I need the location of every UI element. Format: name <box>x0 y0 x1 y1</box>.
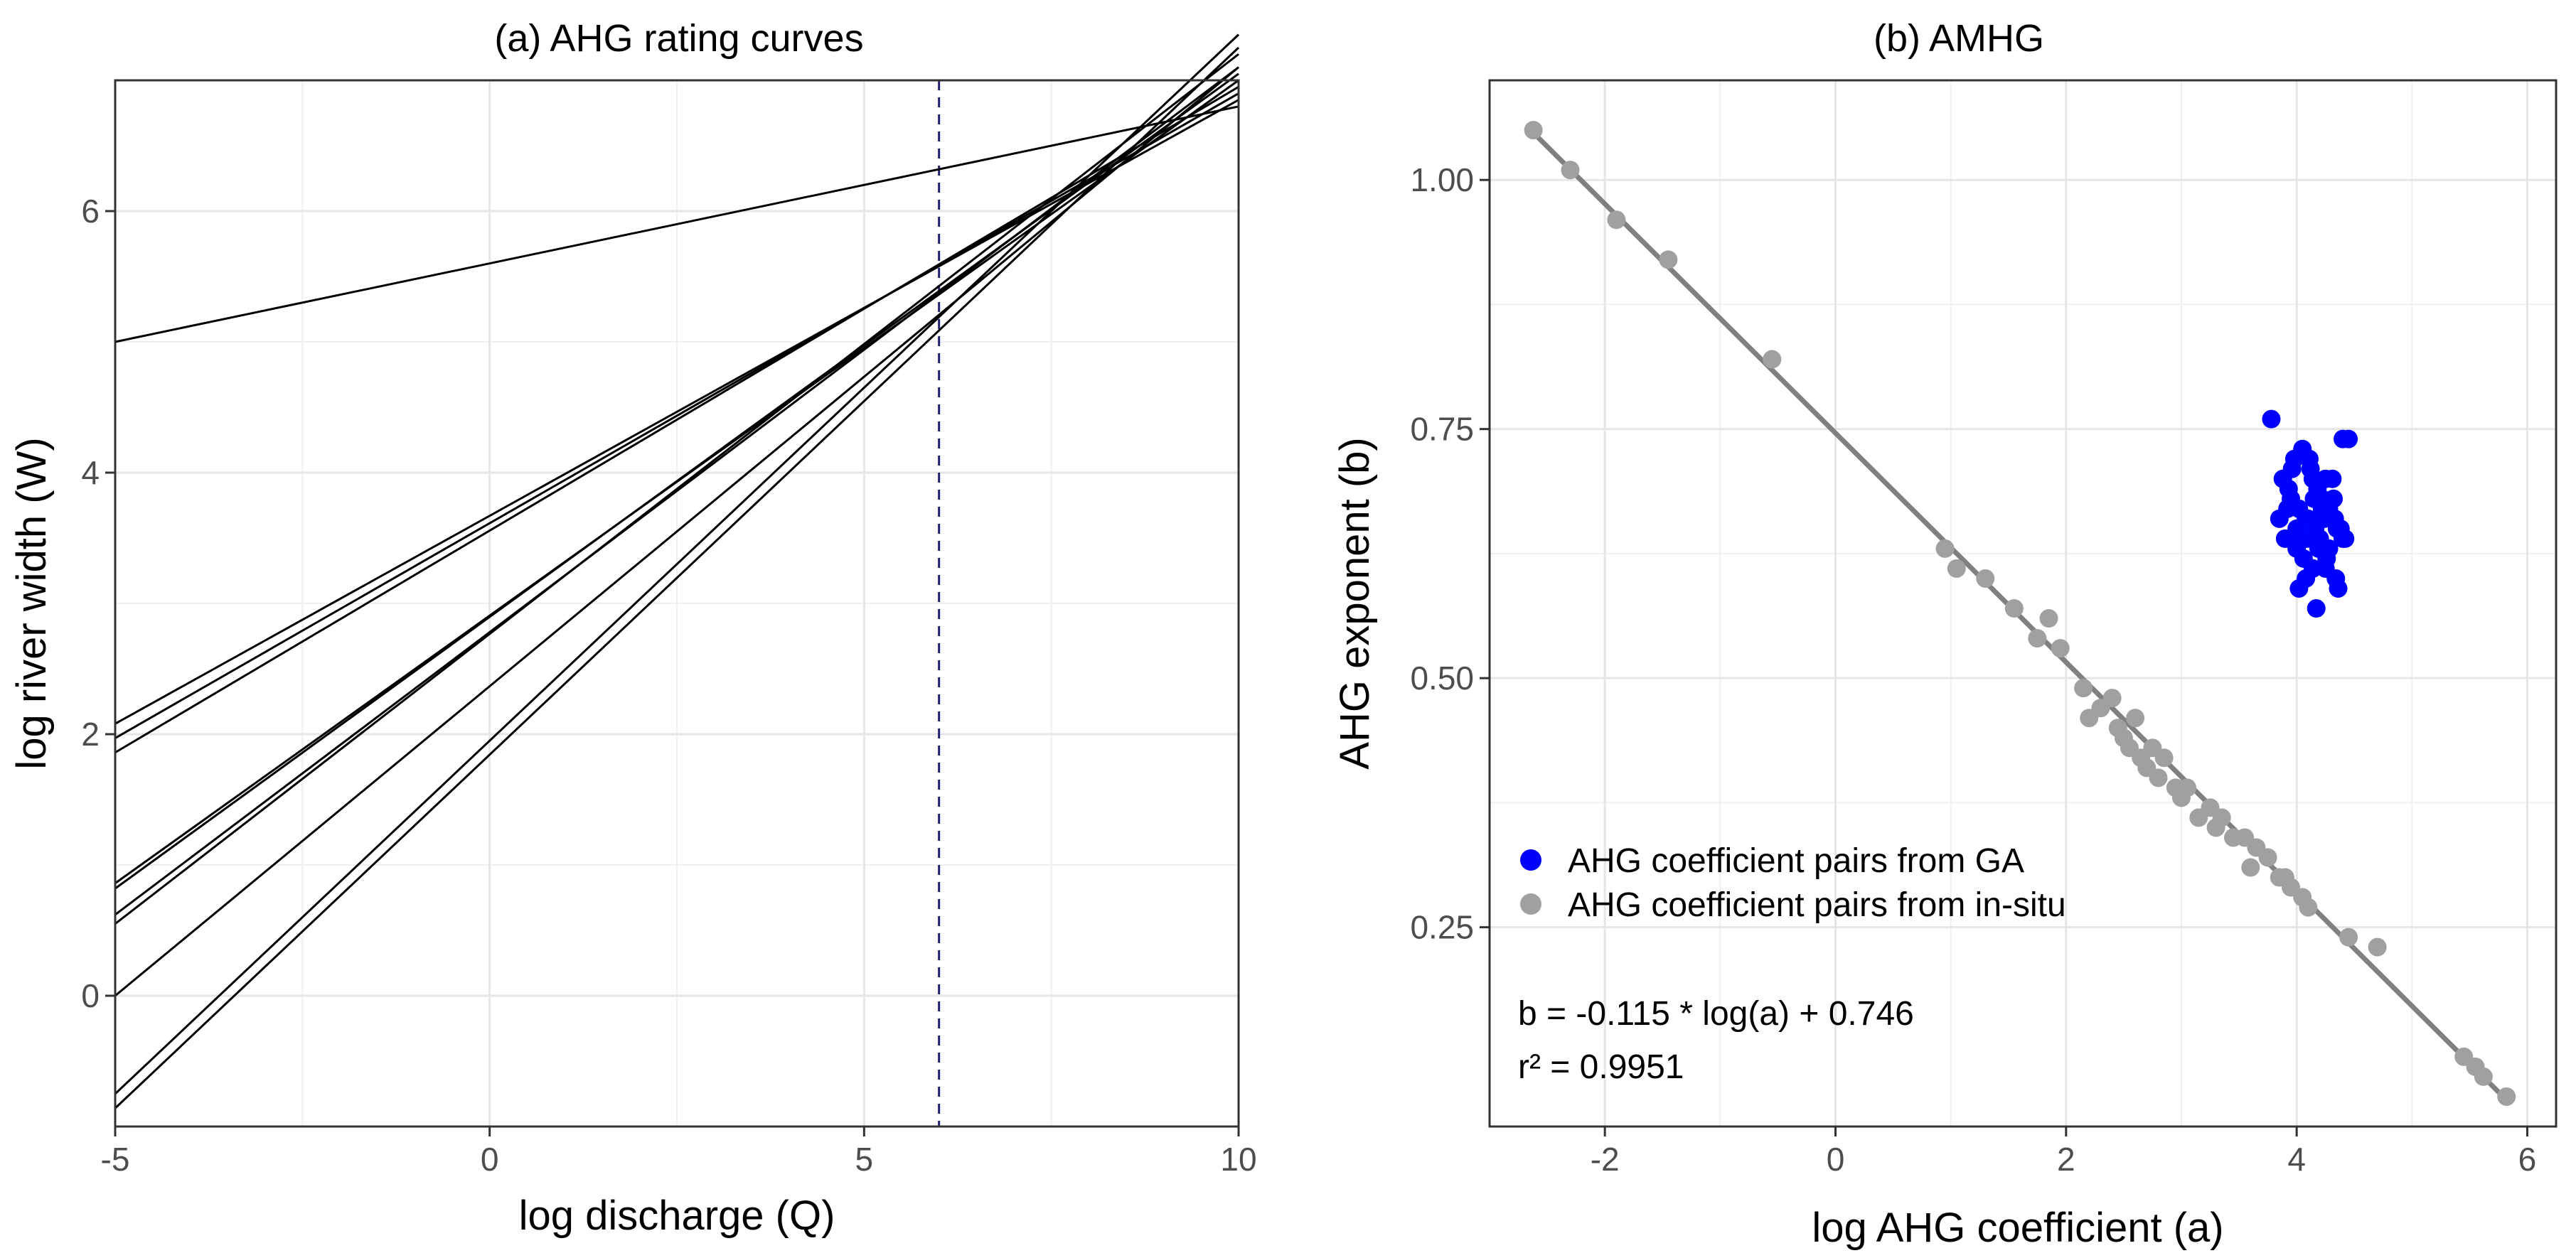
in-situ-point <box>2051 639 2070 658</box>
in-situ-point <box>2108 719 2127 738</box>
ga-point <box>2316 559 2335 578</box>
in-situ-point <box>2102 689 2122 708</box>
ga-point <box>2299 449 2319 468</box>
in-situ-point <box>1763 350 1782 369</box>
ga-point <box>2323 469 2342 488</box>
panel-b-x-axis-title: log AHG coefficient (a) <box>1812 1205 2223 1251</box>
ga-point <box>2312 489 2331 508</box>
rating-curve <box>114 105 1239 343</box>
legend-key-in-situ <box>1520 893 1541 915</box>
y-tick-label: 2 <box>81 716 100 753</box>
rating-curve <box>114 46 1240 1109</box>
in-situ-point <box>2206 818 2225 837</box>
in-situ-point <box>2275 868 2294 887</box>
panel-b-grid <box>1490 80 2556 1127</box>
in-situ-point <box>2039 609 2058 628</box>
rating-curve <box>114 66 1239 997</box>
legend-label-in-situ: AHG coefficient pairs from in-situ <box>1568 886 2066 924</box>
in-situ-point <box>2126 709 2145 728</box>
rating-curve <box>114 33 1240 1095</box>
y-tick-label: 0.75 <box>1410 411 1474 448</box>
x-tick-label: -5 <box>101 1141 130 1178</box>
x-tick-label: 0 <box>1827 1141 1845 1178</box>
y-tick-label: 4 <box>81 454 100 491</box>
in-situ-point <box>2339 928 2358 947</box>
in-situ-point <box>2074 679 2093 698</box>
panel-b-y-ticks: 0.25 0.50 0.75 1.00 <box>1410 161 1490 946</box>
panel-b-points <box>1524 121 2516 1106</box>
y-tick-label: 0 <box>81 977 100 1014</box>
legend-key-ga <box>1520 849 1541 871</box>
ga-point <box>2297 529 2316 548</box>
ga-point <box>2339 429 2358 448</box>
in-situ-point <box>2299 898 2318 917</box>
panel-a-curves <box>114 33 1240 1109</box>
in-situ-point <box>2080 709 2099 728</box>
rating-curve <box>114 53 1239 925</box>
x-tick-label: 5 <box>855 1141 874 1178</box>
ga-point <box>2303 469 2322 488</box>
x-tick-label: 0 <box>481 1141 499 1178</box>
in-situ-point <box>2368 937 2387 957</box>
r-squared: r² = 0.9951 <box>1518 1048 1684 1086</box>
x-tick-label: 2 <box>2057 1141 2075 1178</box>
panel-a: (a) AHG rating curves -5 0 5 10 0 2 4 6 log di… <box>9 17 1257 1239</box>
y-tick-label: 0.25 <box>1410 909 1474 946</box>
panel-a-y-axis-title: log river width (W) <box>9 437 55 769</box>
in-situ-point <box>2497 1087 2516 1106</box>
ga-point <box>2289 579 2309 598</box>
in-situ-point <box>2474 1067 2493 1086</box>
panel-b: (b) AMHG -2 0 2 4 6 0.25 0.50 0.75 1.00 AHG coe… <box>1332 17 2558 1251</box>
legend-label-ga: AHG coefficient pairs from GA <box>1568 842 2024 880</box>
in-situ-point <box>2154 748 2174 768</box>
panel-b-y-axis-title: AHG exponent (b) <box>1332 437 1378 769</box>
ga-point <box>2329 579 2348 598</box>
regression-equation: b = -0.115 * log(a) + 0.746 <box>1518 995 1914 1033</box>
x-tick-label: 6 <box>2518 1141 2537 1178</box>
ga-point <box>2278 499 2297 518</box>
in-situ-point <box>2149 768 2168 787</box>
panel-b-plot-border <box>1488 79 2558 1128</box>
panel-b-legend: AHG coefficient pairs from GA AHG coeffi… <box>1520 842 2066 924</box>
in-situ-point <box>1561 161 1580 180</box>
ga-point <box>2307 599 2326 618</box>
x-tick-label: -2 <box>1591 1141 1620 1178</box>
in-situ-point <box>1935 539 1955 558</box>
panel-a-y-ticks: 0 2 4 6 <box>81 193 115 1014</box>
panel-b-x-ticks: -2 0 2 4 6 <box>1591 1127 2537 1178</box>
rating-curve <box>114 66 1239 916</box>
in-situ-point <box>2241 858 2260 877</box>
in-situ-point <box>1947 559 1966 578</box>
ga-point <box>2262 409 2281 429</box>
in-situ-point <box>1607 210 1626 230</box>
in-situ-point <box>1524 121 1543 140</box>
y-tick-label: 6 <box>81 193 100 230</box>
ga-point <box>2325 509 2344 528</box>
panel-a-plot-border <box>114 79 1240 1128</box>
in-situ-point <box>2258 848 2277 867</box>
in-situ-point <box>2028 629 2047 648</box>
ga-point <box>2279 479 2298 498</box>
ga-point <box>2282 459 2302 478</box>
in-situ-point <box>1976 569 1995 588</box>
rating-curve <box>114 92 1239 739</box>
panel-b-title: (b) AMHG <box>1874 17 2044 60</box>
panel-a-x-ticks: -5 0 5 10 <box>101 1127 1257 1178</box>
x-tick-label: 10 <box>1220 1141 1256 1178</box>
panel-a-x-axis-title: log discharge (Q) <box>519 1193 835 1239</box>
panel-a-title: (a) AHG rating curves <box>494 17 863 60</box>
rating-curve <box>114 99 1239 725</box>
x-tick-label: 4 <box>2287 1141 2306 1178</box>
y-tick-label: 0.50 <box>1410 660 1474 697</box>
y-tick-label: 1.00 <box>1410 161 1474 198</box>
in-situ-point <box>2171 788 2191 807</box>
in-situ-point <box>1659 250 1678 269</box>
in-situ-point <box>2004 599 2024 618</box>
ga-point <box>2334 529 2352 548</box>
